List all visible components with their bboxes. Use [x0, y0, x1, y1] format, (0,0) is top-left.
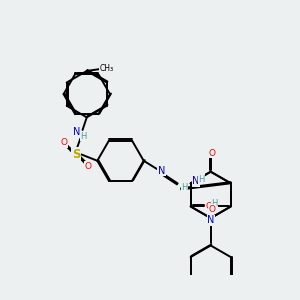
Text: H: H [81, 132, 87, 141]
Text: O: O [209, 205, 216, 214]
Text: O: O [61, 138, 68, 147]
Text: N: N [192, 176, 200, 186]
Text: H: H [212, 200, 218, 208]
Text: H: H [198, 175, 204, 184]
Text: N: N [74, 127, 81, 137]
Text: O: O [208, 149, 215, 158]
Text: S: S [72, 148, 80, 161]
Text: H: H [181, 183, 187, 192]
Text: N: N [158, 166, 165, 176]
Text: CH₃: CH₃ [100, 64, 114, 73]
Text: N: N [207, 215, 214, 225]
Text: O: O [85, 162, 92, 171]
Text: O: O [206, 202, 213, 211]
